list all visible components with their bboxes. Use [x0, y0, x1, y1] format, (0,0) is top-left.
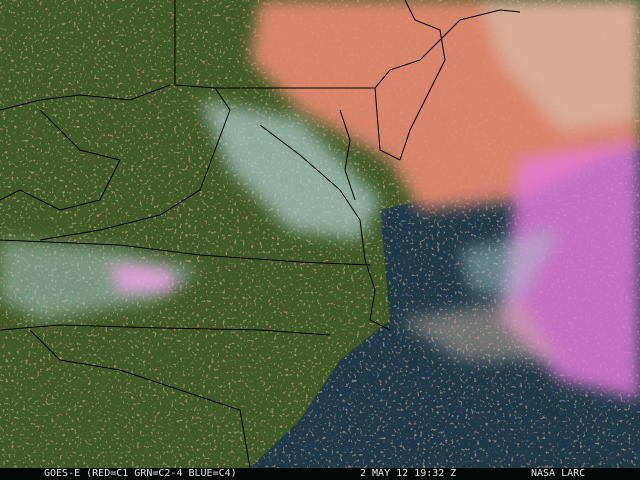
credit-label: NASA LARC [531, 468, 586, 479]
cloud-fields [0, 0, 640, 400]
satellite-channel-label: GOES-E (RED=C1 GRN=C2-4 BLUE=C4) [44, 468, 237, 479]
satellite-image [0, 0, 640, 468]
caption-bar: GOES-E (RED=C1 GRN=C2-4 BLUE=C4) 2 MAY 1… [0, 468, 640, 480]
state-boundaries [0, 0, 521, 468]
image-datetime: 2 MAY 12 19:32 Z [360, 468, 457, 479]
